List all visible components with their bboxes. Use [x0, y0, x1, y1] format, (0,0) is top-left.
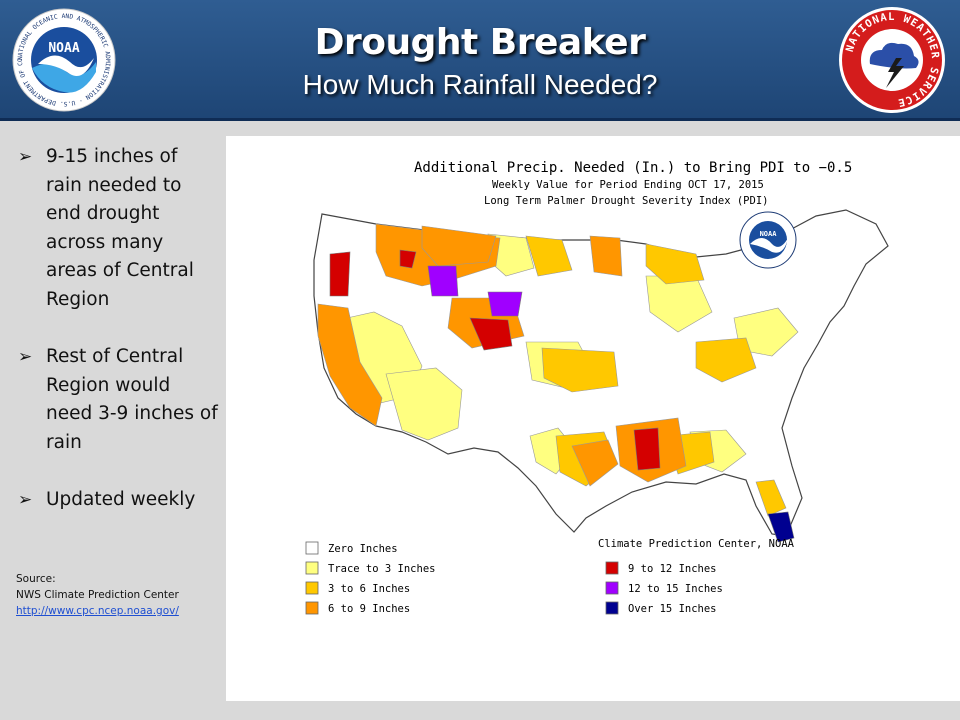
region-3to6-plains	[541, 347, 619, 393]
page-subtitle: How Much Rainfall Needed?	[302, 69, 658, 100]
header-bar: NATIONAL OCEANIC AND ATMOSPHERIC ADMINIS…	[0, 0, 960, 121]
legend-item: Over 15 Inches	[605, 601, 717, 615]
map-title: Additional Precip. Needed (In.) to Bring…	[414, 160, 852, 176]
legend-label: 12 to 15 Inches	[628, 583, 723, 595]
map-noaa-logo: NOAA	[739, 211, 797, 269]
region-12to15-idaho	[427, 265, 459, 297]
legend-swatch	[605, 561, 619, 575]
bullet-item: ➢ 9-15 inches of rain needed to end drou…	[18, 143, 218, 314]
legend-label: Zero Inches	[328, 543, 398, 555]
region-9to12-montana	[399, 249, 417, 269]
bullet-item: ➢ Rest of Central Region would need 3-9 …	[18, 343, 218, 457]
region-9to12-mississippi	[633, 427, 661, 471]
legend-label: Over 15 Inches	[628, 603, 717, 615]
region-trace-southwest	[385, 367, 463, 441]
bullet-item: ➢ Updated weekly	[18, 486, 218, 515]
drought-map: Additional Precip. Needed (In.) to Bring…	[305, 160, 889, 615]
legend-swatch	[305, 541, 319, 555]
page-title: Drought Breaker	[314, 22, 646, 63]
bullet-text: 9-15 inches of rain needed to end drough…	[46, 146, 194, 310]
bullet-text: Rest of Central Region would need 3-9 in…	[46, 346, 218, 453]
legend-item: Zero Inches	[305, 541, 398, 555]
map-legend: Zero Inches Trace to 3 Inches 3 to 6 Inche…	[305, 541, 723, 615]
region-3to6-florida	[755, 479, 787, 517]
legend-item: Trace to 3 Inches	[305, 561, 435, 575]
legend-item: 6 to 9 Inches	[305, 601, 410, 615]
region-9to12-oregon	[329, 251, 351, 297]
legend-swatch	[305, 561, 319, 575]
legend-item: 12 to 15 Inches	[605, 581, 723, 595]
region-6to9-north-dakota	[589, 235, 623, 277]
source-link[interactable]: http://www.cpc.ncep.noaa.gov/	[16, 605, 179, 617]
region-3to6-north	[525, 235, 573, 277]
region-over15-florida	[767, 511, 795, 543]
legend-item: 9 to 12 Inches	[605, 561, 717, 575]
arrow-bullet-icon: ➢	[18, 147, 33, 167]
legend-swatch	[605, 581, 619, 595]
arrow-bullet-icon: ➢	[18, 347, 33, 367]
region-6to9-california	[317, 303, 383, 427]
drought-map-panel: Additional Precip. Needed (In.) to Bring…	[226, 136, 960, 701]
bullet-panel: ➢ 9-15 inches of rain needed to end drou…	[0, 121, 226, 720]
region-3to6-ohio-valley	[695, 337, 757, 383]
region-3to6-great-lakes	[645, 243, 705, 285]
source-citation: Source: NWS Climate Prediction Center ht…	[16, 571, 179, 619]
map-index-label: Long Term Palmer Drought Severity Index …	[484, 195, 768, 207]
region-12to15-wyoming	[487, 291, 523, 317]
map-noaa-logo-text: NOAA	[760, 230, 778, 238]
map-subtitle: Weekly Value for Period Ending OCT 17, 2…	[492, 179, 764, 191]
region-9to12-wyoming	[469, 317, 513, 351]
legend-swatch	[305, 601, 319, 615]
region-6to9-texas	[571, 439, 619, 487]
legend-label: 3 to 6 Inches	[328, 583, 410, 595]
legend-label: 9 to 12 Inches	[628, 563, 717, 575]
legend-item: 3 to 6 Inches	[305, 581, 410, 595]
legend-label: 6 to 9 Inches	[328, 603, 410, 615]
region-6to9-montana	[421, 225, 497, 267]
map-credit: Climate Prediction Center, NOAA	[598, 538, 795, 550]
bullet-text: Updated weekly	[46, 489, 196, 510]
nws-logo: NATIONAL WEATHER SERVICE	[839, 7, 945, 113]
legend-label: Trace to 3 Inches	[328, 563, 435, 575]
source-label: Source:	[16, 573, 56, 585]
noaa-logo: NATIONAL OCEANIC AND ATMOSPHERIC ADMINIS…	[12, 8, 116, 112]
arrow-bullet-icon: ➢	[18, 490, 33, 510]
legend-swatch	[305, 581, 319, 595]
source-org: NWS Climate Prediction Center	[16, 589, 179, 601]
legend-swatch	[605, 601, 619, 615]
noaa-logo-text: NOAA	[48, 41, 79, 56]
